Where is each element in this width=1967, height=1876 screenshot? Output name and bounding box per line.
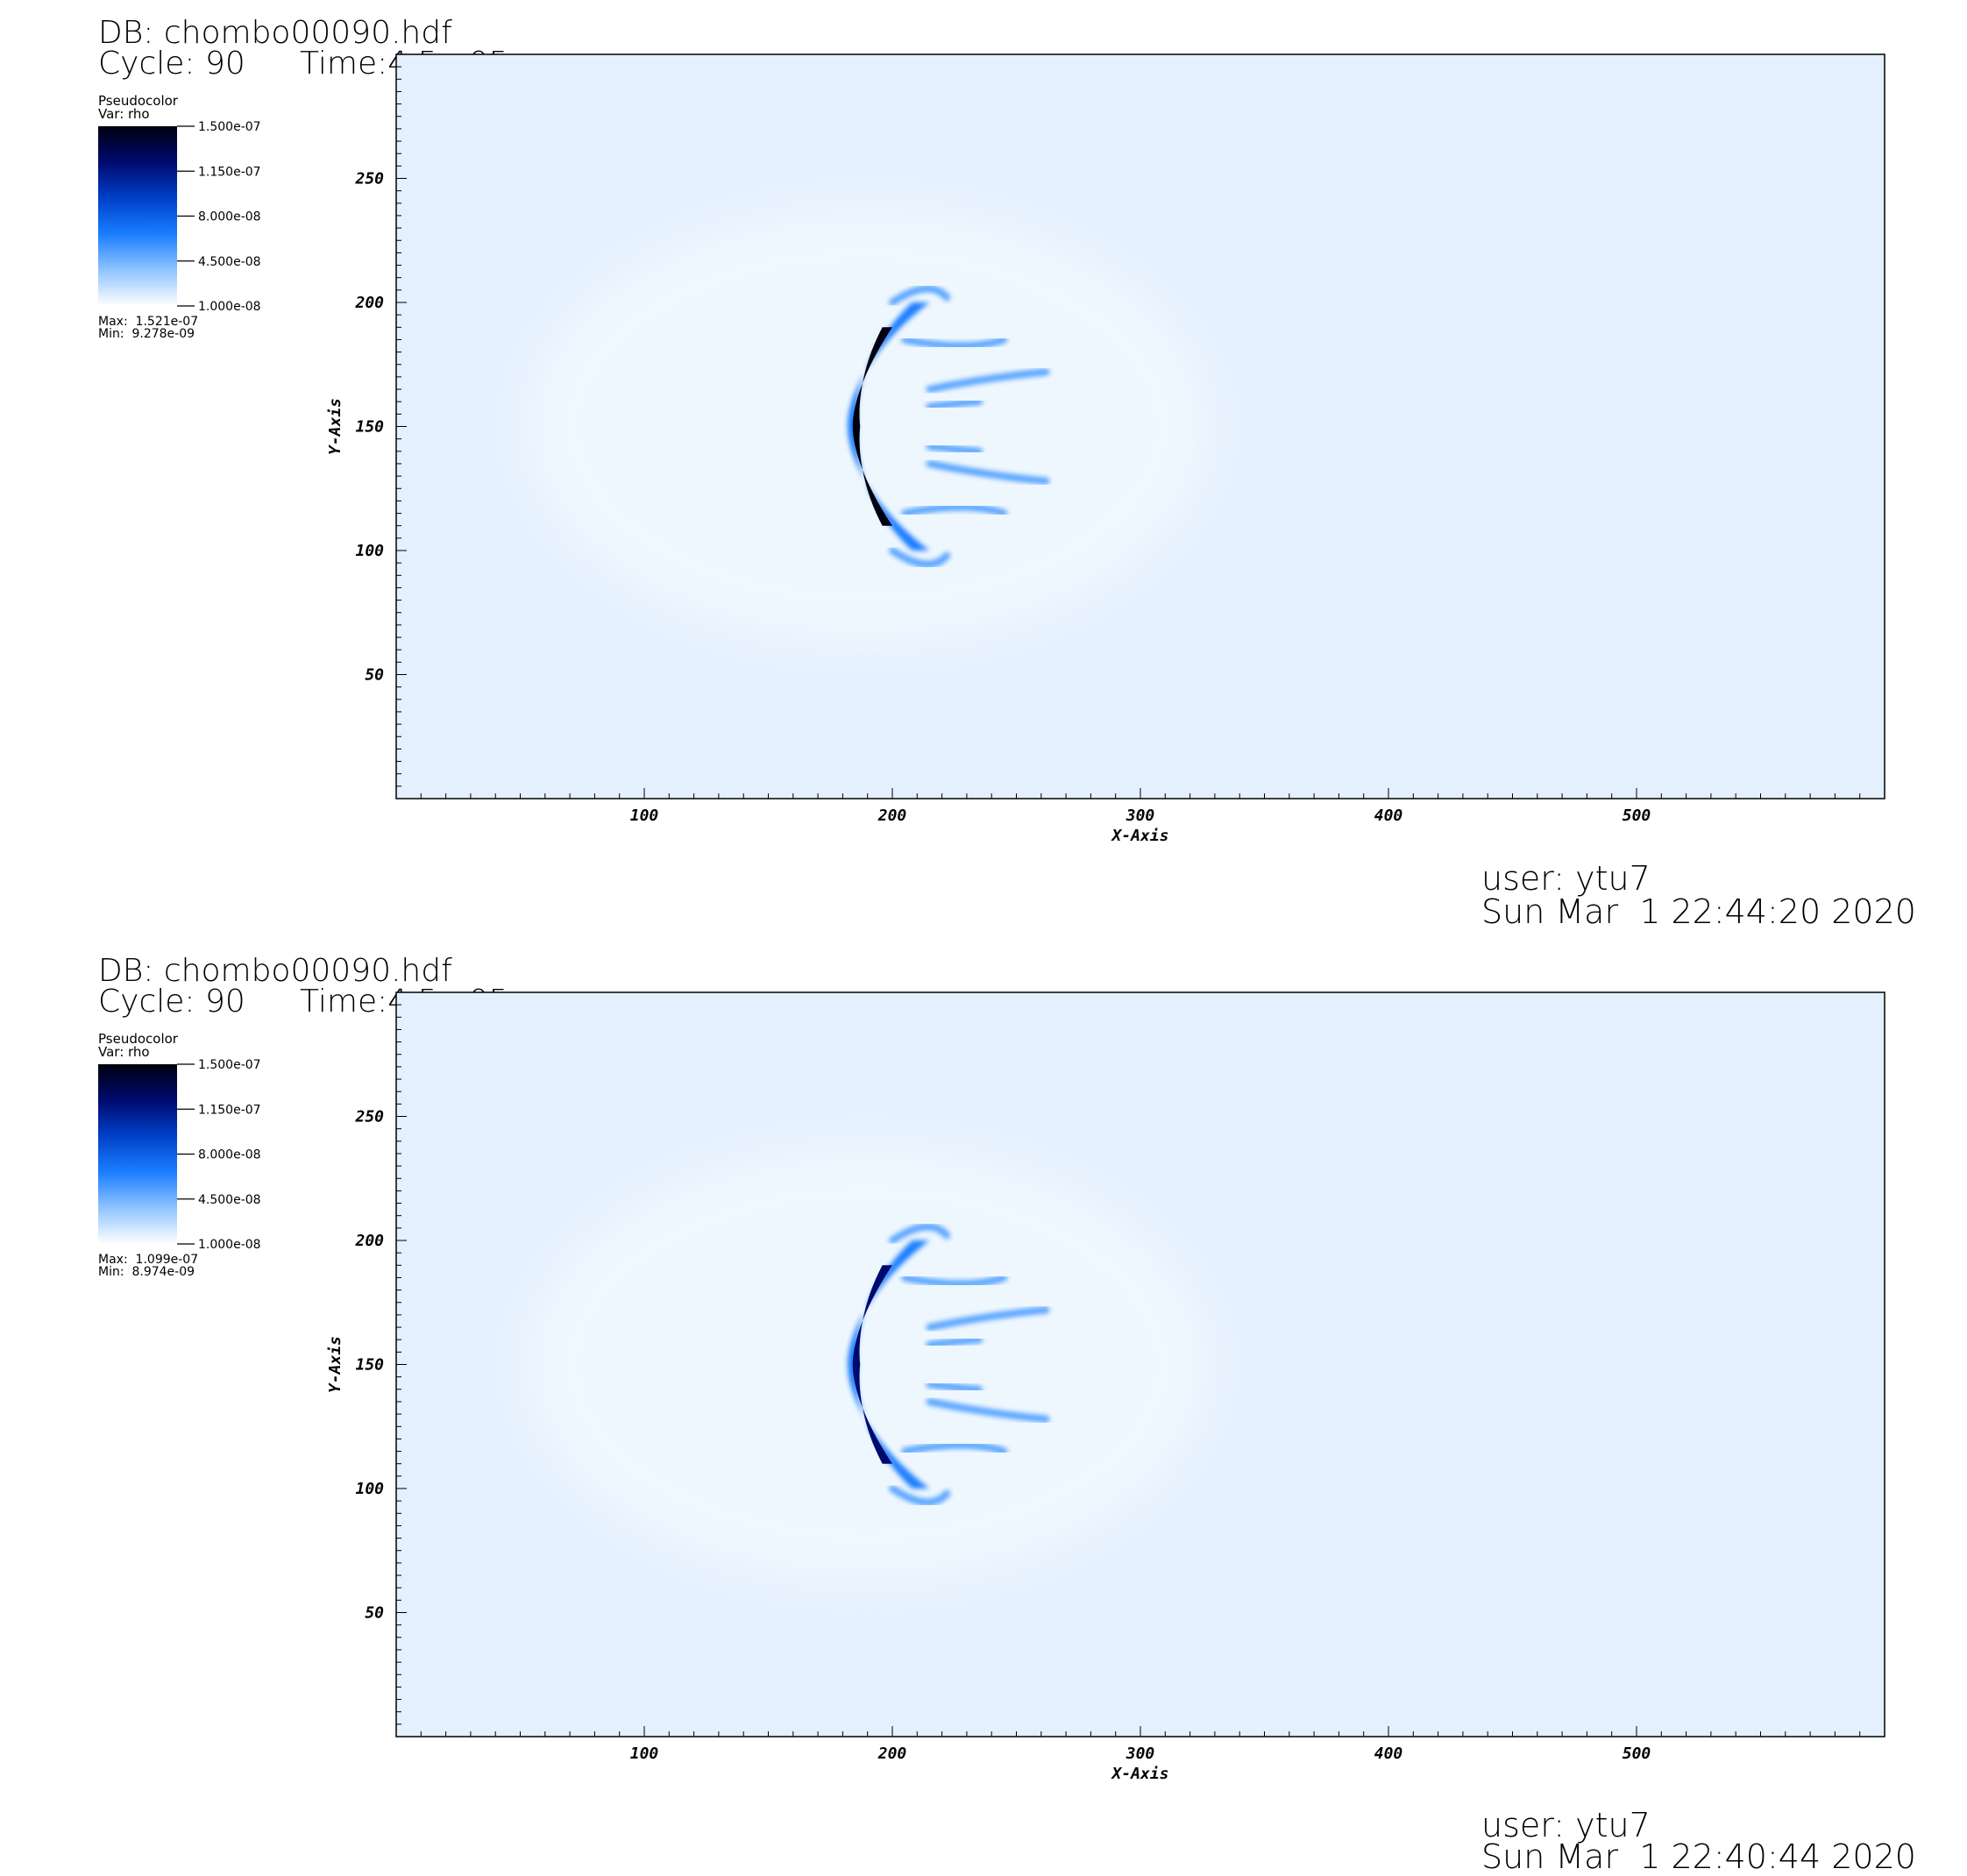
legend-plot-type: Pseudocolor xyxy=(98,93,178,109)
plot-panel-2: DB: chombo00090.hdf Cycle: 90 Time:4.5e-… xyxy=(0,931,1967,1873)
vortex-roll xyxy=(926,1397,1050,1423)
colorbar-tick-label: 8.000e-08 xyxy=(198,210,261,224)
y-tick-label: 100 xyxy=(355,542,384,560)
y-tick-label: 250 xyxy=(354,1108,384,1126)
heatmap-plot: 100 200 300 400 500 50 100 150 200 250 X-Axis Y-Axi… xyxy=(326,53,1885,845)
vortex-roll xyxy=(926,1306,1050,1332)
shock-halo xyxy=(520,203,1215,650)
x-axis-label: X-Axis xyxy=(1110,827,1168,845)
vortex-roll xyxy=(889,285,951,306)
y-axis-label: Y-Axis xyxy=(326,1336,344,1393)
date-label: Sun Mar 1 22:44:20 2020 xyxy=(1481,892,1916,931)
vortex-roll xyxy=(901,503,1008,517)
vortex-roll xyxy=(926,459,1050,485)
x-tick-label: 400 xyxy=(1374,807,1403,825)
colorbar-tick-label: 1.500e-07 xyxy=(198,1058,261,1072)
colorbar-tick-label: 1.500e-07 xyxy=(198,120,261,134)
legend-plot-type: Pseudocolor xyxy=(98,1031,178,1047)
shock-halo xyxy=(520,1141,1215,1588)
colorbar-tick-label: 1.000e-08 xyxy=(198,300,261,314)
vortex-roll xyxy=(889,1485,951,1506)
x-tick-label: 100 xyxy=(630,1745,659,1763)
colorbar-tick-label: 4.500e-08 xyxy=(198,255,261,269)
user-label: user: ytu7 xyxy=(1481,1806,1651,1844)
vortex-roll xyxy=(889,1223,951,1244)
vortex-roll xyxy=(926,398,984,410)
x-axis-label: X-Axis xyxy=(1110,1765,1168,1783)
y-tick-label: 200 xyxy=(354,294,384,312)
y-axis-label: Y-Axis xyxy=(326,398,344,455)
vortex-roll xyxy=(926,1336,984,1348)
cycle-label: Cycle: 90 xyxy=(98,984,245,1020)
y-tick-label: 50 xyxy=(365,666,384,685)
x-tick-label: 200 xyxy=(877,807,907,825)
db-label: DB: chombo00090.hdf xyxy=(98,953,452,989)
vortex-roll xyxy=(926,1381,984,1393)
plot-panel-1: DB: chombo00090.hdf Cycle: 90 Time:4.5e-… xyxy=(0,0,1967,931)
colorbar-tick-label: 1.150e-07 xyxy=(198,1103,261,1117)
colorbar-tick-label: 4.500e-08 xyxy=(198,1193,261,1207)
colorbar-ticks: 1.500e-07 1.150e-07 8.000e-08 4.500e-08 1.00… xyxy=(177,1058,261,1252)
y-tick-label: 50 xyxy=(365,1604,384,1623)
colorbar-ticks: 1.500e-07 1.150e-07 8.000e-08 4.500e-08 1.00… xyxy=(177,120,261,314)
vortex-roll xyxy=(889,547,951,568)
legend-min: Min: 8.974e-09 xyxy=(98,1265,195,1279)
vortex-roll xyxy=(901,1274,1008,1288)
x-tick-label: 400 xyxy=(1374,1745,1403,1763)
colorbar xyxy=(98,1064,177,1244)
vortex-roll xyxy=(901,1441,1008,1455)
cycle-label: Cycle: 90 xyxy=(98,46,245,82)
date-label: Sun Mar 1 22:40:44 2020 xyxy=(1481,1837,1916,1876)
db-label: DB: chombo00090.hdf xyxy=(98,15,452,51)
colorbar-tick-label: 1.150e-07 xyxy=(198,165,261,179)
vortex-roll xyxy=(926,443,984,455)
y-tick-label: 100 xyxy=(355,1480,384,1498)
x-tick-label: 100 xyxy=(630,807,659,825)
heatmap-plot: 100 200 300 400 500 50 100 150 200 250 X-Axis Y-Axi… xyxy=(326,991,1885,1783)
legend-var: Var: rho xyxy=(98,1044,150,1060)
colorbar xyxy=(98,126,177,306)
user-label: user: ytu7 xyxy=(1481,859,1651,898)
y-tick-label: 200 xyxy=(354,1232,384,1250)
y-tick-label: 250 xyxy=(354,170,384,188)
colorbar-tick-label: 8.000e-08 xyxy=(198,1148,261,1162)
x-tick-label: 500 xyxy=(1623,807,1651,825)
legend-max: Max: 1.521e-07 xyxy=(98,315,199,329)
legend-var: Var: rho xyxy=(98,106,150,122)
y-tick-label: 150 xyxy=(355,1356,384,1375)
y-tick-label: 150 xyxy=(355,418,384,437)
legend-max: Max: 1.099e-07 xyxy=(98,1253,199,1267)
x-tick-label: 500 xyxy=(1623,1745,1651,1763)
vortex-roll xyxy=(926,368,1050,394)
legend-min: Min: 9.278e-09 xyxy=(98,327,195,341)
colorbar-tick-label: 1.000e-08 xyxy=(198,1238,261,1252)
x-tick-label: 200 xyxy=(877,1745,907,1763)
x-tick-label: 300 xyxy=(1126,1745,1155,1763)
vortex-roll xyxy=(901,336,1008,350)
x-tick-label: 300 xyxy=(1126,807,1155,825)
